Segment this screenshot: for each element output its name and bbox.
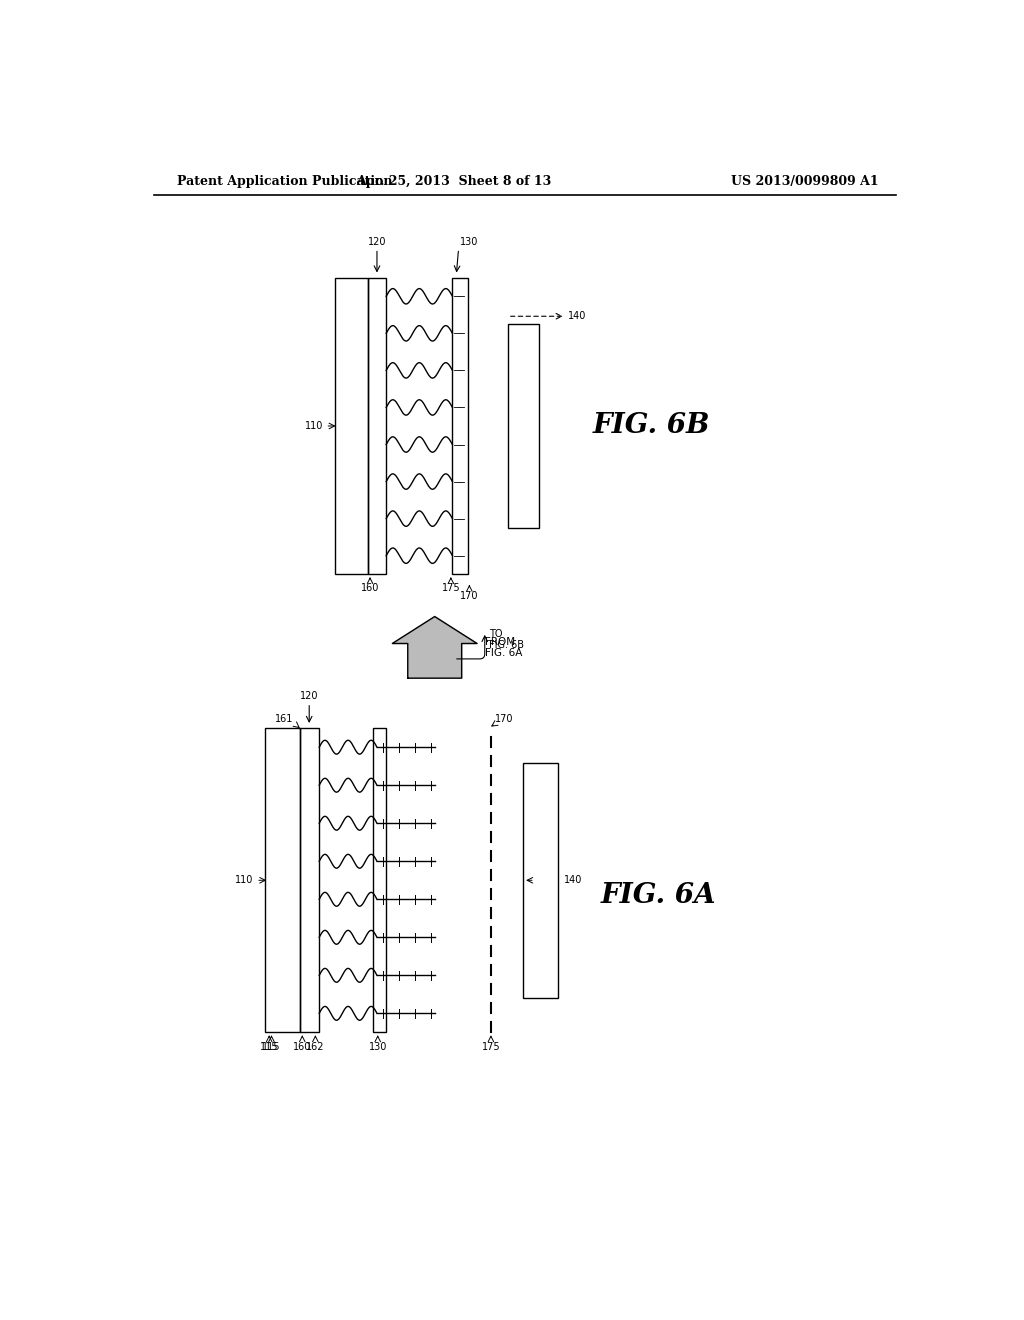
Text: 175: 175 — [441, 583, 460, 594]
Text: FROM
FIG. 6A: FROM FIG. 6A — [484, 636, 522, 659]
Bar — [508, 323, 539, 528]
Text: 115: 115 — [260, 1041, 279, 1052]
Text: FIG. 6B: FIG. 6B — [593, 412, 710, 440]
Bar — [373, 729, 386, 1032]
Text: 130: 130 — [460, 238, 478, 247]
Text: 160: 160 — [293, 1041, 311, 1052]
Text: 130: 130 — [369, 1041, 387, 1052]
Text: Apr. 25, 2013  Sheet 8 of 13: Apr. 25, 2013 Sheet 8 of 13 — [356, 176, 552, 187]
Text: 110: 110 — [305, 421, 323, 430]
Bar — [265, 729, 300, 1032]
Text: 140: 140 — [564, 875, 583, 886]
Text: 170: 170 — [495, 714, 513, 725]
Bar — [523, 763, 558, 998]
Text: 175: 175 — [481, 1041, 501, 1052]
Text: 170: 170 — [460, 591, 478, 601]
Bar — [335, 277, 368, 574]
Text: 115: 115 — [262, 1041, 281, 1052]
Text: TO
FIG. 6B: TO FIG. 6B — [488, 628, 523, 651]
Bar — [453, 277, 468, 574]
Bar — [368, 277, 386, 574]
Text: FIG. 6A: FIG. 6A — [600, 882, 716, 909]
Text: 110: 110 — [236, 875, 254, 886]
Text: 162: 162 — [306, 1041, 325, 1052]
Text: 120: 120 — [368, 238, 386, 247]
Text: Patent Application Publication: Patent Application Publication — [177, 176, 392, 187]
Bar — [300, 729, 319, 1032]
Text: US 2013/0099809 A1: US 2013/0099809 A1 — [731, 176, 879, 187]
Text: 160: 160 — [360, 583, 379, 594]
Polygon shape — [392, 616, 477, 678]
Text: 161: 161 — [275, 714, 294, 725]
Text: 140: 140 — [568, 312, 587, 321]
Text: 120: 120 — [300, 692, 318, 701]
